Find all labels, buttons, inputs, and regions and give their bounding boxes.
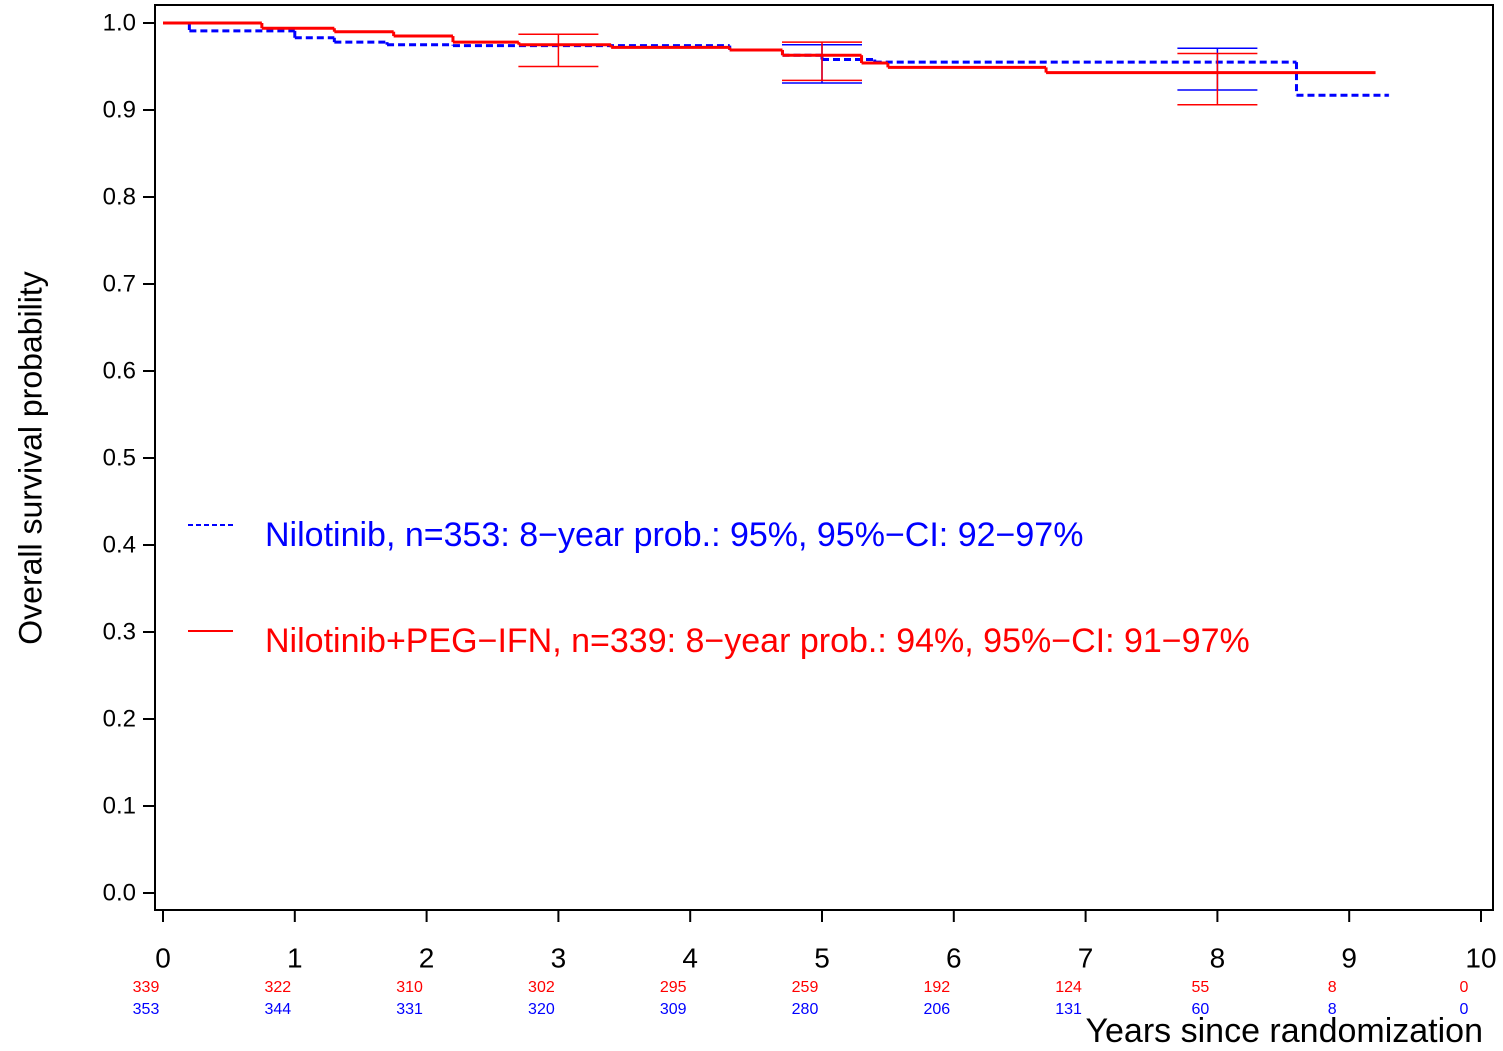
x-tick-label: 1 <box>287 942 303 973</box>
x-tick-label: 4 <box>682 942 698 973</box>
y-tick-label: 0.8 <box>103 183 136 210</box>
risk-count: 331 <box>396 1001 423 1018</box>
x-tick-label: 9 <box>1341 942 1357 973</box>
risk-count: 302 <box>528 979 555 996</box>
legend-label: Nilotinib+PEG−IFN, n=339: 8−year prob.: … <box>265 622 1250 660</box>
y-tick-label: 0.4 <box>103 531 136 558</box>
risk-count: 320 <box>528 1001 555 1018</box>
x-axis-label: Years since randomization <box>1085 1012 1483 1050</box>
y-tick-label: 0.1 <box>103 792 136 819</box>
risk-count: 344 <box>264 1001 291 1018</box>
x-tick-label: 8 <box>1210 942 1226 973</box>
y-tick-label: 1.0 <box>103 9 136 36</box>
y-tick-label: 0.5 <box>103 444 136 471</box>
risk-count: 310 <box>396 979 423 996</box>
risk-count: 280 <box>792 1001 819 1018</box>
y-tick-label: 0.6 <box>103 357 136 384</box>
risk-count: 339 <box>133 979 160 996</box>
y-tick-label: 0.2 <box>103 705 136 732</box>
x-tick-label: 6 <box>946 942 962 973</box>
y-tick-label: 0.3 <box>103 618 136 645</box>
x-tick-label: 2 <box>419 942 435 973</box>
y-tick-label: 0.9 <box>103 96 136 123</box>
risk-count: 192 <box>923 979 950 996</box>
risk-count: 295 <box>660 979 687 996</box>
x-tick-label: 0 <box>155 942 171 973</box>
risk-count: 60 <box>1192 1001 1210 1018</box>
risk-count: 55 <box>1192 979 1210 996</box>
risk-count: 259 <box>792 979 819 996</box>
x-tick-label: 10 <box>1465 942 1496 973</box>
y-axis-label: Overall survival probability <box>12 271 48 644</box>
y-tick-label: 0.0 <box>103 879 136 906</box>
risk-count: 353 <box>133 1001 160 1018</box>
y-tick-label: 0.7 <box>103 270 136 297</box>
risk-count: 309 <box>660 1001 687 1018</box>
risk-count: 8 <box>1328 1001 1337 1018</box>
plot-frame <box>154 4 1494 911</box>
risk-count: 124 <box>1055 979 1082 996</box>
legend-label: Nilotinib, n=353: 8−year prob.: 95%, 95%… <box>265 516 1083 554</box>
risk-count: 0 <box>1460 979 1469 996</box>
risk-count: 206 <box>923 1001 950 1018</box>
x-tick-label: 5 <box>814 942 830 973</box>
risk-count: 8 <box>1328 979 1337 996</box>
risk-count: 131 <box>1055 1001 1082 1018</box>
x-tick-label: 7 <box>1078 942 1094 973</box>
risk-count: 0 <box>1460 1001 1469 1018</box>
risk-count: 322 <box>264 979 291 996</box>
x-tick-label: 3 <box>551 942 567 973</box>
